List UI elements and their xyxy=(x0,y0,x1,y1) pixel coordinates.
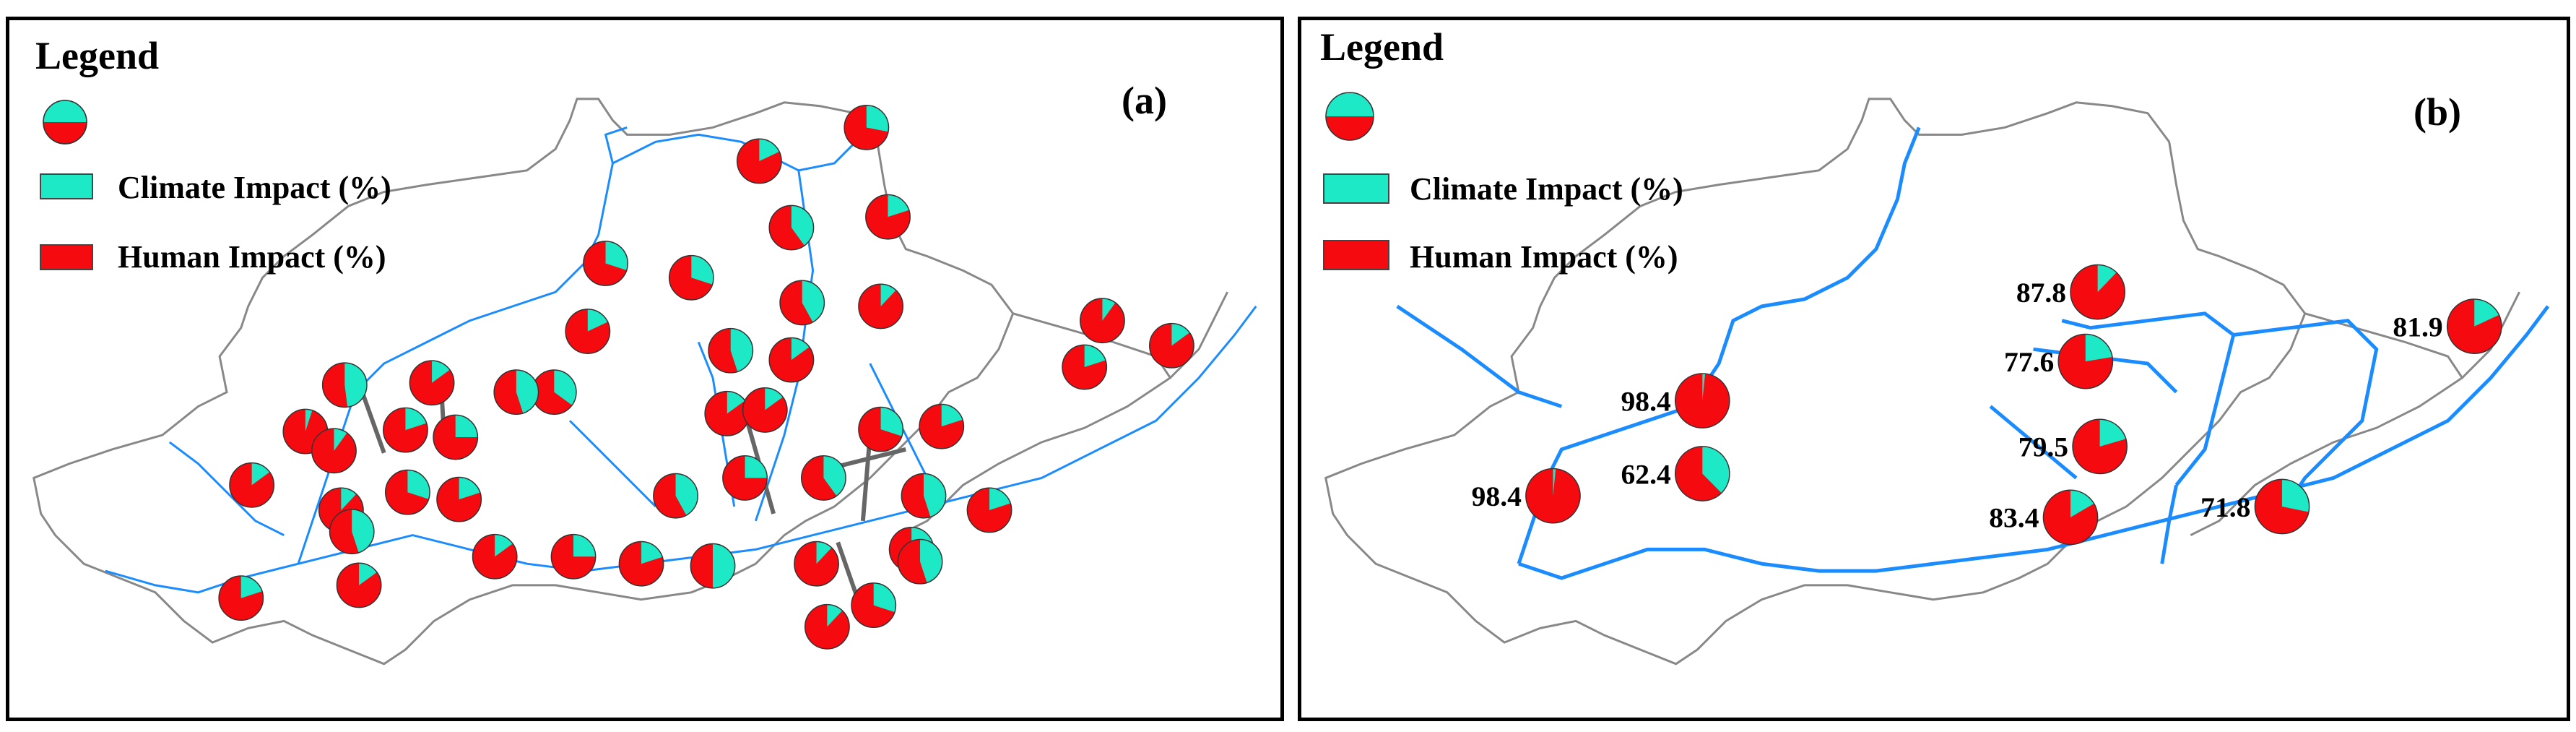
pie-marker xyxy=(493,369,539,415)
legend-label-climate: Climate Impact (%) xyxy=(118,170,391,205)
pie-markers-a xyxy=(218,105,1194,650)
legend-swatch-climate xyxy=(40,173,93,199)
pie-marker xyxy=(742,387,788,433)
pie-marker xyxy=(865,194,911,240)
legend-swatch-human xyxy=(40,244,93,270)
pie-marker xyxy=(218,575,264,621)
pie-marker xyxy=(472,533,518,580)
pie-marker xyxy=(1149,322,1194,369)
pie-marker xyxy=(653,473,698,519)
pie-marker xyxy=(1674,373,1730,429)
pie-marker xyxy=(383,407,428,453)
legend-label-human: Human Impact (%) xyxy=(118,239,386,275)
legend-label-climate: Climate Impact (%) xyxy=(1410,171,1683,207)
pie-marker xyxy=(2070,264,2126,320)
pie-marker xyxy=(384,469,430,515)
pie-marker xyxy=(919,403,965,449)
pie-marker xyxy=(550,533,597,580)
pie-value-label: 87.8 xyxy=(2016,277,2066,309)
pie-marker xyxy=(668,254,714,301)
river-network xyxy=(1396,126,2550,580)
pie-marker xyxy=(2254,478,2310,535)
pie-marker xyxy=(2042,489,2099,546)
pie-marker xyxy=(618,541,664,587)
pie-marker xyxy=(1525,468,1581,524)
pie-marker xyxy=(565,309,611,354)
pie-marker xyxy=(844,105,890,150)
pie-markers-b: 98.4 98.4 62.4 87.8 77.6 79.5 83.4 71.8 81.9 xyxy=(1472,264,2502,546)
pie-marker xyxy=(311,428,357,474)
pie-marker xyxy=(531,369,577,415)
pie-value-label: 98.4 xyxy=(1621,385,1671,417)
pie-marker xyxy=(736,138,782,184)
pie-marker xyxy=(336,562,382,608)
pie-marker xyxy=(897,538,943,585)
pie-marker xyxy=(858,406,904,452)
pie-marker xyxy=(436,476,482,522)
pie-marker xyxy=(1080,298,1125,344)
pie-marker xyxy=(901,473,947,519)
pie-marker xyxy=(779,280,825,326)
pie-marker xyxy=(2072,418,2128,475)
pie-marker xyxy=(1674,446,1730,501)
pie-marker xyxy=(851,582,897,629)
legend-title: Legend xyxy=(35,34,160,77)
pie-marker xyxy=(1062,344,1108,390)
pie-value-label: 71.8 xyxy=(2200,491,2250,523)
legend-pie-icon xyxy=(43,100,87,145)
pie-marker xyxy=(858,283,904,330)
pie-value-label: 98.4 xyxy=(1472,481,1522,512)
panel-tag-a: (a) xyxy=(1122,79,1167,122)
pie-marker xyxy=(722,455,768,501)
map-a-canvas xyxy=(32,98,1257,666)
pie-marker xyxy=(2446,298,2502,354)
map-panel-b: 98.4 98.4 62.4 87.8 77.6 79.5 83.4 71.8 81.9 Leg… xyxy=(1298,17,2570,721)
legend-pie-icon xyxy=(1325,92,1374,141)
pie-marker xyxy=(583,241,628,286)
pie-marker xyxy=(966,487,1012,533)
pie-marker xyxy=(433,414,479,460)
map-panel-a: Legend Climate Impact (%) Human Impact (… xyxy=(6,17,1284,721)
panel-tag-b: (b) xyxy=(2414,90,2461,134)
legend-label-human: Human Impact (%) xyxy=(1410,239,1678,275)
pie-marker xyxy=(329,509,375,555)
pie-value-label: 79.5 xyxy=(2018,431,2068,463)
pie-marker xyxy=(794,541,839,587)
pie-marker xyxy=(801,455,846,501)
pie-marker xyxy=(804,603,850,650)
pie-value-label: 83.4 xyxy=(1989,502,2039,534)
pie-marker xyxy=(768,337,815,383)
legend-swatch-human xyxy=(1323,240,1389,270)
legend-title: Legend xyxy=(1320,25,1444,69)
legend-swatch-climate xyxy=(1323,173,1389,204)
pie-marker xyxy=(708,327,754,374)
map-b-canvas: 98.4 98.4 62.4 87.8 77.6 79.5 83.4 71.8 81.9 xyxy=(1324,98,2550,666)
pie-marker xyxy=(690,543,736,589)
pie-marker xyxy=(2057,333,2114,389)
pie-value-label: 62.4 xyxy=(1621,458,1671,490)
pie-marker xyxy=(409,360,455,406)
pie-marker xyxy=(704,390,750,436)
pie-value-label: 77.6 xyxy=(2004,346,2054,378)
pie-value-label: 81.9 xyxy=(2393,311,2442,343)
pie-marker xyxy=(768,204,815,251)
pie-marker xyxy=(229,462,275,508)
pie-marker xyxy=(321,362,368,408)
